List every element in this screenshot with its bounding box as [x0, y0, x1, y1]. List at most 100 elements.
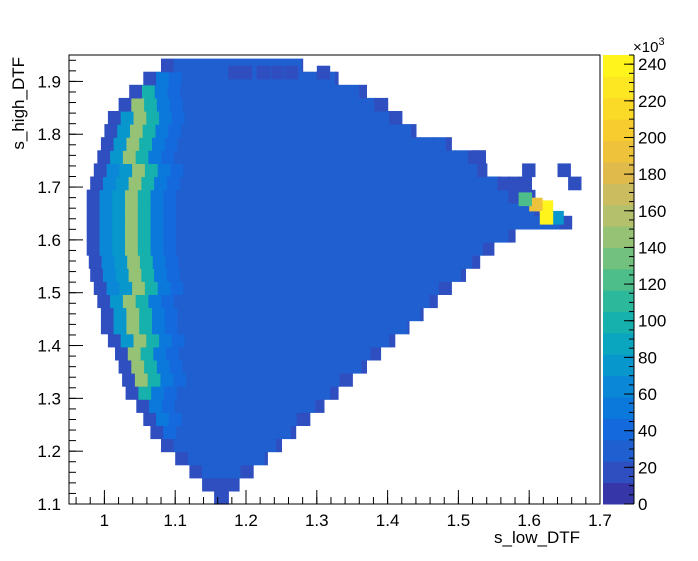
heatmap-bin — [133, 111, 147, 125]
heatmap-bin — [113, 307, 127, 322]
heatmap-bin — [294, 268, 309, 282]
heatmap-bin — [313, 373, 328, 387]
heatmap-bin — [119, 163, 133, 178]
heatmap-bin — [171, 333, 186, 348]
heatmap-bin — [191, 255, 205, 269]
heatmap-bin — [100, 137, 115, 151]
heatmap-bin — [369, 307, 383, 322]
heatmap-bin — [286, 333, 301, 348]
heatmap-bin — [194, 412, 208, 426]
heatmap-bin — [232, 412, 247, 426]
heatmap-bin — [335, 359, 350, 374]
heatmap-bin — [112, 189, 126, 204]
heatmap-bin — [416, 294, 431, 309]
heatmap-bin — [156, 412, 170, 426]
heatmap-bin — [228, 65, 242, 80]
heatmap-bin — [330, 307, 345, 322]
heatmap-bin — [419, 202, 433, 217]
heatmap-bin — [127, 255, 141, 269]
heatmap-bin — [342, 215, 356, 230]
heatmap-bin — [186, 58, 200, 73]
heatmap-bin — [444, 242, 458, 256]
heatmap-bin — [345, 176, 360, 191]
heatmap-bin — [106, 281, 120, 295]
heatmap-bin — [199, 150, 213, 164]
heatmap-bin — [163, 215, 177, 230]
color-scale-segment — [603, 290, 634, 313]
heatmap-bin — [161, 399, 176, 413]
heatmap-bin — [393, 242, 407, 256]
heatmap-bin — [316, 228, 331, 243]
heatmap-bin — [97, 294, 111, 309]
heatmap-bin — [330, 386, 339, 400]
heatmap-bin — [192, 176, 206, 191]
heatmap-bin — [214, 189, 228, 204]
heatmap-bin — [382, 320, 396, 335]
heatmap-bin — [285, 281, 299, 295]
x-tick-label: 1.4 — [376, 511, 400, 530]
heatmap-bin — [307, 176, 321, 191]
heatmap-bin — [406, 228, 420, 243]
heatmap-bin — [482, 189, 497, 204]
heatmap-bin — [150, 242, 164, 256]
heatmap-bin — [240, 464, 254, 479]
heatmap-bin — [176, 215, 190, 230]
heatmap-bin — [305, 137, 319, 151]
heatmap-bin — [228, 137, 243, 151]
heatmap-bin — [420, 137, 434, 151]
heatmap-bin — [142, 124, 157, 138]
heatmap-bin — [201, 425, 215, 440]
heatmap-bin — [176, 386, 191, 400]
heatmap-bin — [220, 412, 234, 426]
heatmap-bin — [156, 97, 171, 112]
heatmap-bin — [431, 228, 446, 243]
heatmap-bin — [199, 294, 213, 309]
heatmap-bin — [112, 215, 126, 230]
heatmap-bin — [181, 412, 196, 426]
heatmap-bin — [335, 97, 350, 112]
x-tick-label: 1.2 — [234, 511, 258, 530]
heatmap-bin — [164, 386, 178, 400]
heatmap-bin — [291, 242, 305, 256]
heatmap-bin — [409, 268, 424, 282]
heatmap-bin — [119, 281, 133, 295]
heatmap-bin — [457, 202, 471, 217]
heatmap-bin — [429, 150, 443, 164]
heatmap-bin — [221, 163, 235, 178]
heatmap-bin — [495, 189, 509, 204]
heatmap-bin — [395, 255, 409, 269]
heatmap-bin — [278, 215, 292, 230]
heatmap-bin — [233, 97, 247, 112]
x-tick-label: 1.1 — [163, 511, 187, 530]
heatmap-bin — [358, 176, 372, 191]
heatmap-bin — [275, 373, 289, 387]
color-scale-multiplier-base: ×10 — [633, 39, 658, 56]
heatmap-bin — [266, 386, 280, 400]
heatmap-bin — [240, 202, 254, 217]
heatmap-bin — [132, 281, 146, 295]
heatmap-bin — [237, 438, 252, 453]
heatmap-bin — [198, 373, 213, 387]
heatmap-bin — [179, 268, 194, 282]
color-scale: 0 20 40 60 80 100 120 140 160 180 200 220 240 — [603, 54, 666, 514]
y-tick-label: 1.7 — [37, 178, 61, 197]
heatmap-bin — [367, 242, 382, 256]
heatmap-bin — [228, 320, 243, 335]
heatmap-bin — [421, 255, 435, 269]
y-tick-label: 1.1 — [37, 495, 61, 514]
heatmap-bin — [363, 333, 377, 348]
heatmap-bin — [380, 228, 394, 243]
heatmap-bin — [227, 464, 242, 479]
heatmap-bin — [243, 176, 257, 191]
heatmap-bin — [278, 242, 292, 256]
heatmap-bin — [370, 346, 382, 361]
heatmap-bin — [261, 111, 275, 125]
heatmap-bin — [419, 228, 433, 243]
heatmap-bin — [333, 84, 348, 99]
heatmap-bin — [212, 438, 226, 453]
heatmap-bin — [99, 215, 113, 230]
color-scale-segment — [603, 354, 634, 377]
heatmap-bin — [256, 268, 270, 282]
heatmap-bin — [270, 124, 284, 138]
heatmap-bin — [112, 202, 126, 217]
